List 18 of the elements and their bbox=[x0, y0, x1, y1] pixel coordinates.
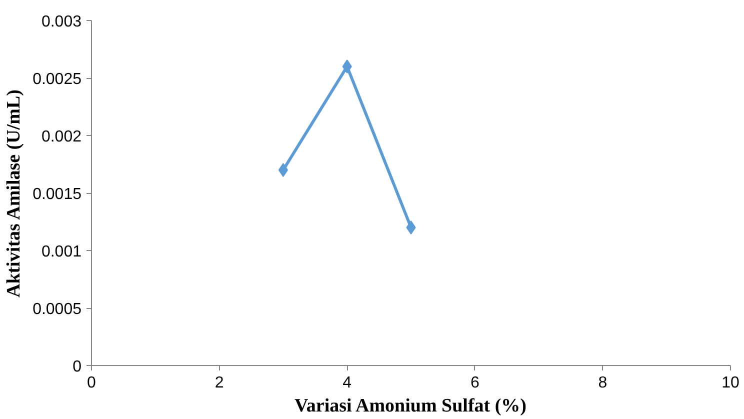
y-tick-label: 0.0005 bbox=[32, 301, 82, 318]
point bbox=[342, 60, 352, 74]
y-tick-label: 0 bbox=[72, 358, 82, 376]
y-tick-label: 0.002 bbox=[41, 128, 82, 146]
y-tick-label: 0.0015 bbox=[32, 186, 82, 203]
x-axis-title: Variasi Amonium Sulfat (%) bbox=[294, 396, 527, 416]
y-tick-label: 0.001 bbox=[41, 244, 82, 260]
x-tick-label: 2 bbox=[214, 374, 224, 392]
x-tick-label: 6 bbox=[470, 374, 480, 392]
x-tick-label: 8 bbox=[598, 374, 608, 392]
y-tick-label: 0.0025 bbox=[32, 71, 82, 88]
point bbox=[406, 220, 416, 234]
x-tick-label: 0 bbox=[87, 374, 96, 392]
y-axis-title: Aktivitas Amilase (U/mL) bbox=[4, 90, 25, 298]
x-tick-label: 4 bbox=[342, 374, 352, 392]
x-tick-label: 10 bbox=[722, 374, 740, 392]
point bbox=[278, 163, 288, 177]
y-tick-label: 0.003 bbox=[41, 14, 82, 30]
